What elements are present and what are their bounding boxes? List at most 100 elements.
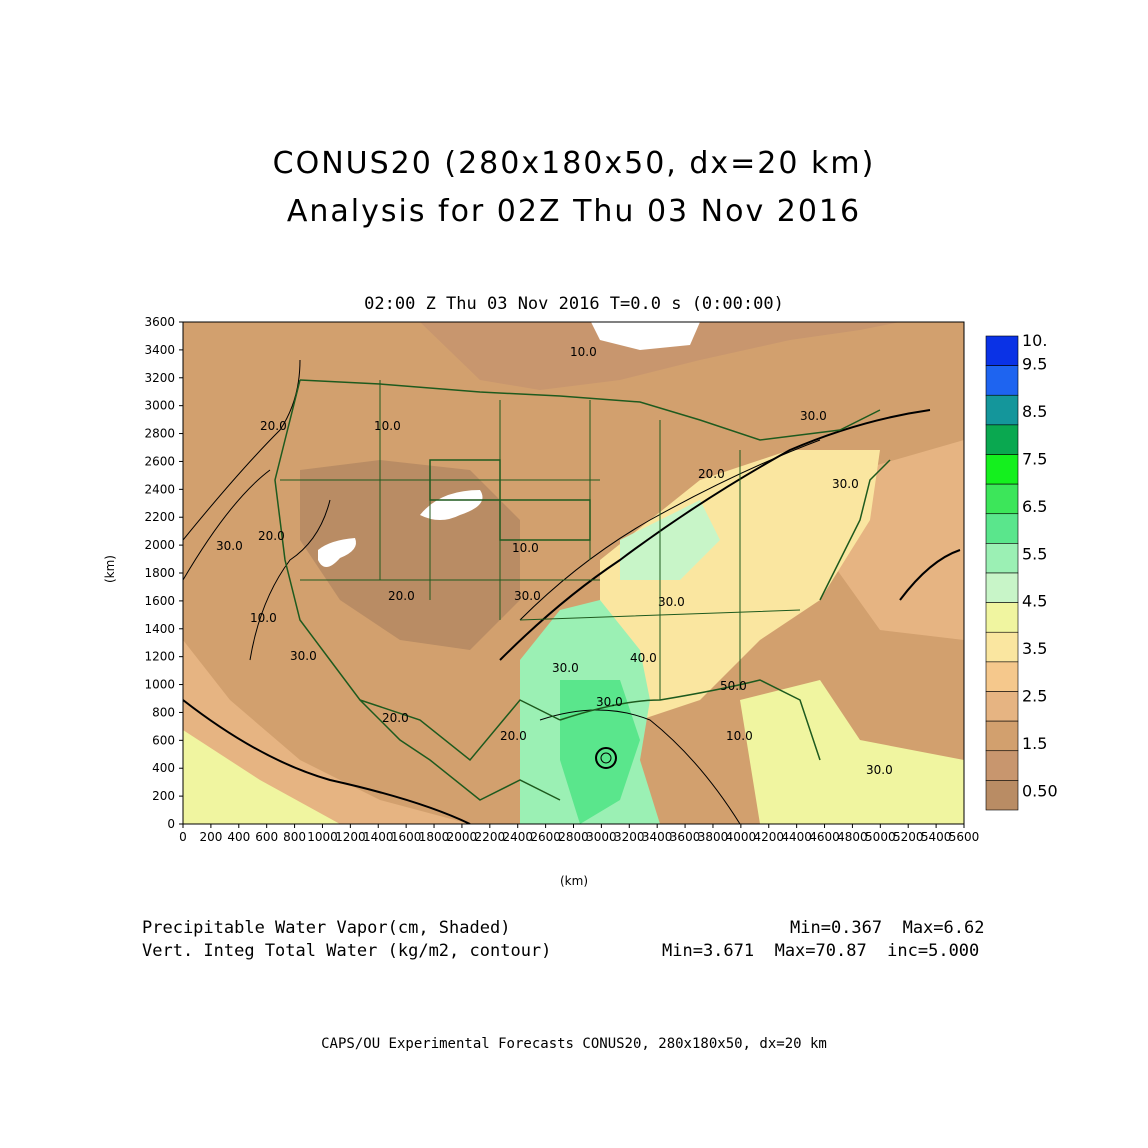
colorbar-swatch [985, 631, 1019, 663]
contour-value-label: 20.0 [500, 729, 527, 743]
missing-data-hudson [591, 322, 700, 350]
contour-value-label: 20.0 [698, 467, 725, 481]
y-tick-label: 2400 [144, 482, 175, 496]
legend-field2: Vert. Integ Total Water (kg/m2, contour) [142, 941, 552, 961]
x-tick-label: 4400 [781, 830, 812, 844]
us-mexico-border [359, 699, 561, 762]
contour-value-label: 20.0 [260, 419, 287, 433]
contour-value-label: 10.0 [726, 729, 753, 743]
contour-line [595, 747, 617, 769]
colorbar-swatch [985, 454, 1019, 485]
colorbar-swatch [985, 513, 1019, 544]
caribbean-shade [740, 680, 964, 824]
colorbar-label: 3.5 [1022, 639, 1047, 658]
x-tick-label: 3000 [586, 830, 617, 844]
x-tick-label: 2600 [530, 830, 561, 844]
us-canada-border [299, 379, 881, 441]
contour-line [519, 439, 821, 621]
y-tick-label: 2600 [144, 454, 175, 468]
y-tick-label: 3600 [144, 315, 175, 329]
x-tick-label: 4800 [837, 830, 868, 844]
contour-value-label: 20.0 [382, 711, 409, 725]
y-tick-label: 2200 [144, 510, 175, 524]
contour-value-label: 10.0 [374, 419, 401, 433]
contour-value-label: 30.0 [832, 477, 859, 491]
legend-field2-stats: Min=3.671 Max=70.87 inc=5.000 [662, 941, 980, 961]
colorbar-swatch [985, 750, 1019, 781]
contour-value-label: 10.0 [570, 345, 597, 359]
y-tick-label: 1400 [144, 622, 175, 636]
y-tick-label: 800 [152, 705, 175, 719]
contour-value-label: 30.0 [658, 595, 685, 609]
x-tick-label: 3600 [670, 830, 701, 844]
contour-value-label: 30.0 [514, 589, 541, 603]
x-tick-label: 3800 [698, 830, 729, 844]
contour-value-label: 40.0 [630, 651, 657, 665]
x-tick-label: 1200 [335, 830, 366, 844]
y-tick-label: 1200 [144, 650, 175, 664]
east-coast [819, 459, 891, 601]
contour-line [899, 549, 961, 601]
colorbar-swatch [985, 394, 1019, 426]
colorbar-swatch [985, 691, 1019, 722]
x-tick-label: 600 [255, 830, 278, 844]
contour-value-label: 30.0 [290, 649, 317, 663]
legend-field1: Precipitable Water Vapor(cm, Shaded) [142, 918, 511, 938]
contour-line [249, 499, 331, 661]
x-tick-label: 1600 [391, 830, 422, 844]
x-tick-label: 0 [179, 830, 187, 844]
y-axis-label: (km) [103, 554, 118, 584]
missing-data-wyoming [420, 490, 483, 520]
colorbar-label: 0.50 [1022, 781, 1058, 800]
contour-line [539, 709, 741, 824]
contour-value-label: 30.0 [866, 763, 893, 777]
contour-value-label: 50.0 [720, 679, 747, 693]
colorbar-label: 4.5 [1022, 592, 1047, 611]
pacific-moist-shade [183, 730, 340, 824]
colorbar-swatch [985, 365, 1019, 396]
x-tick-label: 3400 [642, 830, 673, 844]
y-tick-label: 200 [152, 789, 175, 803]
x-tick-label: 400 [227, 830, 250, 844]
colorbar-label: 9.5 [1022, 355, 1047, 374]
y-tick-label: 2000 [144, 538, 175, 552]
colorbar-label: 2.5 [1022, 687, 1047, 706]
x-tick-label: 1800 [419, 830, 450, 844]
x-tick-label: 5200 [893, 830, 924, 844]
y-tick-label: 1800 [144, 566, 175, 580]
colorbar-swatch [985, 780, 1019, 811]
map-title-line1: CONUS20 (280x180x50, dx=20 km) [272, 146, 876, 181]
x-tick-label: 200 [199, 830, 222, 844]
colorbar-swatch [985, 572, 1019, 603]
map-title-line2: Analysis for 02Z Thu 03 Nov 2016 [286, 194, 862, 229]
colorbar-label: 8.5 [1022, 402, 1047, 421]
colorbar-swatch [985, 483, 1019, 515]
gulf-core-shade [560, 680, 640, 824]
x-axis-ticks: 0 200 400 600 800 100012001400160018002000220… [179, 824, 979, 844]
x-tick-label: 4200 [753, 830, 784, 844]
canada-shade [183, 322, 900, 390]
colorbar-swatch [985, 335, 1019, 366]
colorbar-label: 5.5 [1022, 544, 1047, 563]
contour-value-label: 20.0 [388, 589, 415, 603]
colorbar-swatch [985, 424, 1019, 455]
y-tick-label: 0 [167, 817, 175, 831]
x-tick-label: 5000 [865, 830, 896, 844]
colorbar-swatch [985, 720, 1019, 752]
legend-field1-stats: Min=0.367 Max=6.62 [790, 918, 985, 938]
contour-line [183, 699, 471, 824]
x-axis-label: (km) [560, 874, 589, 888]
contour-value-label: 30.0 [552, 661, 579, 675]
missing-data-nevada [318, 538, 356, 568]
x-tick-label: 800 [283, 830, 306, 844]
y-tick-label: 600 [152, 733, 175, 747]
x-tick-label: 3200 [614, 830, 645, 844]
contour-value-label: 10.0 [512, 541, 539, 555]
y-tick-label: 1000 [144, 678, 175, 692]
contour-line [499, 409, 931, 661]
y-tick-label: 2800 [144, 427, 175, 441]
x-tick-label: 5400 [921, 830, 952, 844]
contour-lines [183, 359, 961, 824]
colorbar-label: 7.5 [1022, 450, 1047, 469]
